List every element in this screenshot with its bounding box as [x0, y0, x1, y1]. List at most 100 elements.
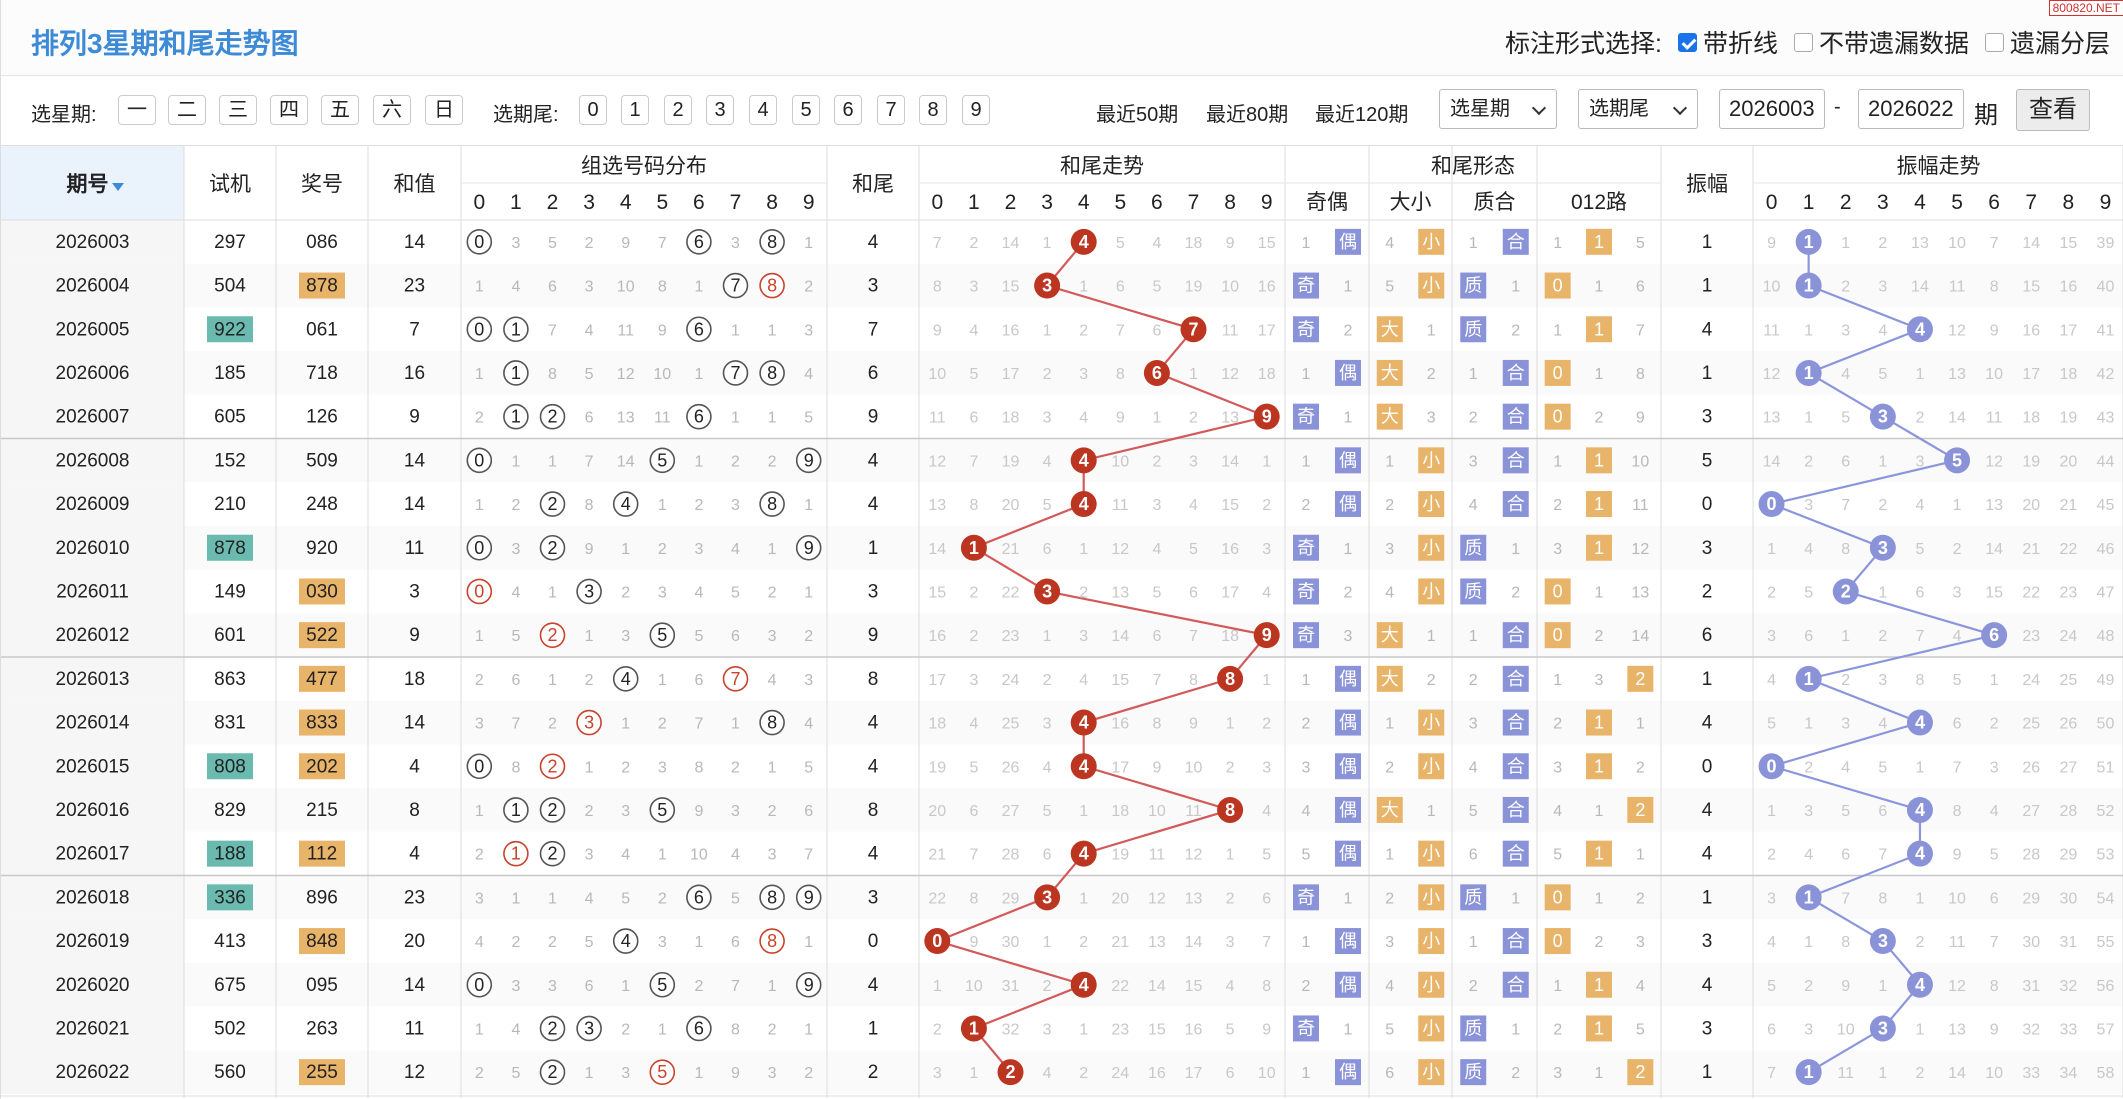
tail-button-7[interactable]: 7 — [877, 95, 905, 125]
dist-hit-digit: 7 — [730, 276, 740, 296]
dist-miss-count: 7 — [585, 453, 594, 470]
dist-hit-circle — [612, 928, 639, 954]
amp-miss-count: 8 — [1915, 672, 1924, 689]
tail-trend-header: 和尾走势 — [1060, 155, 1144, 178]
dist-miss-count: 1 — [694, 1065, 703, 1082]
tail-button-4[interactable]: 4 — [749, 95, 777, 125]
weekday-button-6[interactable]: 六 — [373, 95, 411, 125]
missing-layer-checkbox[interactable] — [1984, 32, 2004, 52]
tail-value: 4 — [868, 975, 879, 996]
amp-miss-count: 57 — [2097, 1021, 2115, 1038]
dist-hit-circle — [466, 971, 493, 998]
weekday-button-7[interactable]: 日 — [425, 95, 463, 125]
route-mark: 0 — [1553, 363, 1563, 383]
amp-miss-count: 1 — [1804, 716, 1813, 733]
weekday-button-2[interactable]: 二 — [168, 95, 206, 125]
trend-miss-count: 3 — [969, 279, 978, 296]
sum-value: 14 — [404, 450, 426, 471]
tail-button-9[interactable]: 9 — [962, 95, 990, 125]
issue-number: 2026008 — [56, 450, 130, 471]
trend-miss-count: 18 — [1185, 235, 1203, 252]
amp-miss-count: 13 — [1948, 366, 1966, 383]
with-line-checkbox[interactable] — [1677, 32, 1697, 52]
amp-ball — [1758, 753, 1785, 780]
test-number: 502 — [214, 1018, 246, 1039]
no-missing-data-label[interactable]: 不带遗漏数据 — [1818, 30, 1969, 58]
issue-from-input[interactable]: 2026003 — [1719, 89, 1825, 129]
issue-cell-bg — [1, 525, 184, 570]
trend-miss-count: 9 — [933, 322, 942, 339]
route-miss: 1 — [1636, 847, 1645, 864]
route-box — [1544, 359, 1571, 386]
amp-miss-count: 7 — [1878, 847, 1887, 864]
amp-miss-count: 5 — [1878, 366, 1887, 383]
amp-ball — [1906, 709, 1933, 736]
amp-digit-header: 0 — [1766, 191, 1778, 214]
tail-button-1[interactable]: 1 — [621, 95, 649, 125]
dist-hit-digit: 2 — [547, 1018, 557, 1038]
query-button[interactable]: 查看 — [2016, 89, 2090, 131]
route-box — [1627, 665, 1654, 692]
route-miss: 5 — [1636, 235, 1645, 252]
route-miss: 4 — [1553, 803, 1562, 820]
dist-hit-digit: 7 — [730, 363, 740, 383]
route-mark: 0 — [1553, 625, 1563, 645]
big-small-box — [1418, 491, 1445, 518]
sum-value: 3 — [409, 581, 420, 602]
recent-80-link[interactable]: 最近80期 — [1206, 104, 1289, 126]
weekday-button-1[interactable]: 一 — [118, 95, 156, 125]
trend-miss-count: 12 — [1221, 366, 1239, 383]
issue-cell-bg — [1, 394, 184, 439]
trend-miss-count: 31 — [1002, 978, 1020, 995]
trend-miss-count: 3 — [1189, 453, 1198, 470]
route-box — [1586, 840, 1612, 867]
big-small-mark: 小 — [1422, 1062, 1440, 1082]
dist-miss-count: 2 — [694, 978, 703, 995]
odd-even-box — [1335, 753, 1361, 780]
missing-layer-label[interactable]: 遗漏分层 — [2009, 30, 2110, 58]
tail-button-8[interactable]: 8 — [919, 95, 947, 125]
test-highlight — [207, 840, 253, 867]
no-missing-data-checkbox[interactable] — [1793, 32, 1813, 52]
route-mark: 0 — [1553, 276, 1563, 296]
amp-miss-count: 2 — [1915, 410, 1924, 427]
route-miss: 1 — [1553, 322, 1562, 339]
dist-digit-header: 4 — [620, 191, 632, 214]
sum-value: 8 — [409, 800, 420, 821]
amp-miss-count: 3 — [1878, 672, 1887, 689]
amp-miss-count: 7 — [1841, 890, 1850, 907]
test-number: 297 — [214, 232, 246, 253]
tail-ball-digit: 4 — [1079, 844, 1089, 864]
amp-miss-count: 14 — [1985, 541, 2003, 558]
amp-miss-count: 5 — [1804, 584, 1813, 601]
with-line-label[interactable]: 带折线 — [1702, 30, 1778, 58]
dist-hit-circle — [503, 360, 529, 386]
tail-button-5[interactable]: 5 — [792, 95, 820, 125]
weekday-select[interactable]: 选星期 — [1439, 89, 1557, 129]
weekday-button-4[interactable]: 四 — [270, 95, 308, 125]
tail-button-0[interactable]: 0 — [579, 95, 607, 125]
dist-miss-count: 3 — [585, 279, 594, 296]
route-box — [1586, 316, 1612, 343]
recent-120-link[interactable]: 最近120期 — [1315, 104, 1409, 126]
amp-ball — [1906, 971, 1933, 998]
issue-to-input[interactable]: 2026022 — [1858, 89, 1964, 129]
amp-miss-count: 33 — [2059, 1021, 2077, 1038]
dist-miss-count: 3 — [475, 716, 484, 733]
weekday-button-3[interactable]: 三 — [219, 95, 257, 125]
weekday-button-5[interactable]: 五 — [321, 95, 359, 125]
trend-miss-count: 14 — [1002, 235, 1020, 252]
tail-select[interactable]: 选期尾 — [1578, 89, 1698, 129]
amp-value: 4 — [1702, 800, 1713, 821]
trend-digit-header: 2 — [1005, 191, 1017, 214]
trend-miss-count: 1 — [969, 1065, 978, 1082]
issue-number: 2026016 — [56, 800, 130, 821]
tail-button-6[interactable]: 6 — [834, 95, 862, 125]
issue-cell-bg — [1, 919, 184, 963]
tail-button-3[interactable]: 3 — [706, 95, 734, 125]
tail-button-2[interactable]: 2 — [664, 95, 692, 125]
tail-value: 9 — [868, 625, 879, 646]
tail-ball — [1253, 622, 1280, 649]
recent-50-link[interactable]: 最近50期 — [1096, 104, 1179, 126]
big-small-miss: 2 — [1385, 759, 1394, 776]
